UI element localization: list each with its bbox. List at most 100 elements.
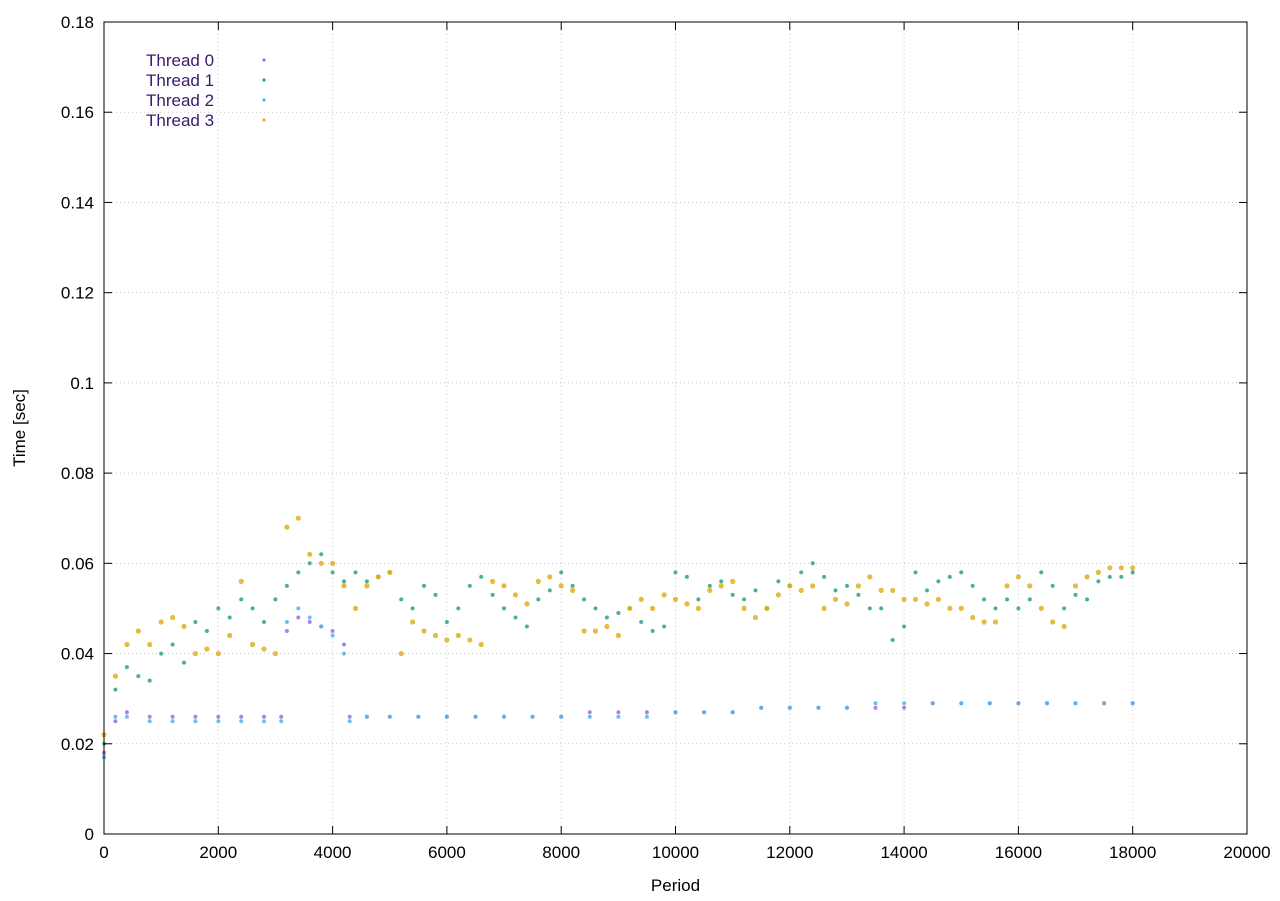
data-point — [262, 714, 266, 719]
x-tick-label: 0 — [99, 843, 108, 862]
legend-label: Thread 1 — [146, 71, 214, 90]
data-point — [170, 714, 175, 719]
data-point — [159, 651, 164, 656]
data-point — [124, 714, 129, 719]
data-point — [170, 642, 175, 647]
data-point — [759, 705, 764, 710]
data-point — [776, 579, 781, 584]
data-point — [902, 624, 907, 629]
data-point — [524, 624, 529, 629]
data-point — [1130, 565, 1136, 571]
data-point — [192, 651, 198, 657]
data-point — [421, 628, 427, 634]
data-point — [878, 587, 884, 594]
data-point — [295, 515, 301, 521]
data-point — [318, 560, 324, 566]
data-point — [473, 714, 478, 719]
data-point — [502, 714, 506, 719]
data-point — [787, 583, 793, 589]
data-point — [490, 578, 496, 585]
data-point — [262, 719, 266, 724]
data-point — [342, 642, 346, 647]
data-point — [353, 570, 358, 575]
data-point — [147, 641, 153, 648]
data-point — [330, 560, 336, 566]
data-point — [867, 574, 873, 580]
data-point — [547, 574, 553, 580]
x-axis-label: Period — [651, 876, 700, 895]
data-point — [970, 583, 975, 588]
ticks-layer: 0 2000 4000 6000 8000 10000 12000 14000 16000 180… — [61, 13, 1271, 862]
data-point — [644, 714, 649, 719]
data-point — [307, 561, 312, 566]
x-tick-label: 16000 — [995, 843, 1042, 862]
data-point — [558, 583, 564, 589]
data-point — [879, 606, 884, 611]
data-point — [947, 574, 952, 579]
data-point — [113, 714, 118, 719]
y-tick-label: 0.1 — [70, 374, 94, 393]
data-point — [456, 606, 461, 611]
data-point — [890, 638, 895, 642]
data-point — [587, 710, 592, 715]
data-point — [147, 714, 152, 719]
data-point — [147, 719, 152, 724]
data-point — [1004, 583, 1010, 589]
data-point — [250, 606, 255, 611]
data-point — [399, 597, 404, 602]
data-point — [416, 714, 421, 719]
legend-marker — [262, 78, 266, 82]
data-point — [136, 674, 141, 679]
data-point — [279, 719, 284, 724]
data-point — [798, 587, 804, 594]
data-point — [347, 714, 352, 719]
data-point — [616, 611, 621, 615]
legend-marker — [262, 118, 266, 122]
data-point — [695, 605, 702, 612]
data-point — [535, 578, 541, 585]
data-point — [1107, 574, 1112, 579]
data-point — [1050, 619, 1056, 625]
data-point — [902, 701, 907, 706]
data-point — [284, 620, 289, 624]
data-point — [570, 583, 575, 588]
data-point — [947, 605, 953, 612]
data-point — [924, 601, 930, 607]
data-point — [604, 615, 609, 620]
data-point — [239, 719, 244, 724]
data-point — [982, 597, 987, 602]
data-point — [319, 552, 324, 557]
data-point — [113, 687, 118, 692]
data-point — [444, 620, 449, 624]
data-point — [193, 719, 198, 724]
data-point — [936, 579, 941, 584]
y-tick-label: 0.16 — [61, 103, 94, 122]
data-point — [615, 632, 622, 639]
data-point — [330, 633, 335, 638]
data-point — [364, 714, 369, 719]
data-point — [592, 628, 599, 634]
legend-label: Thread 2 — [146, 91, 214, 110]
data-point — [661, 592, 667, 598]
data-point — [1084, 574, 1090, 580]
data-point — [821, 605, 827, 612]
data-point — [284, 524, 290, 530]
data-point — [616, 710, 621, 715]
y-tick-label: 0.08 — [61, 464, 94, 483]
data-point — [593, 606, 598, 611]
data-point — [113, 719, 118, 724]
data-point — [193, 714, 198, 719]
data-point — [284, 583, 289, 588]
data-point — [627, 605, 633, 612]
data-point — [216, 719, 221, 724]
data-point — [1107, 565, 1113, 571]
data-point — [1096, 579, 1101, 584]
data-point — [296, 606, 301, 611]
data-point — [718, 583, 724, 589]
data-point — [810, 583, 816, 589]
data-point — [1095, 569, 1101, 576]
data-point — [672, 596, 679, 603]
data-point — [347, 719, 352, 724]
x-tick-label: 10000 — [652, 843, 699, 862]
data-point — [644, 710, 649, 715]
